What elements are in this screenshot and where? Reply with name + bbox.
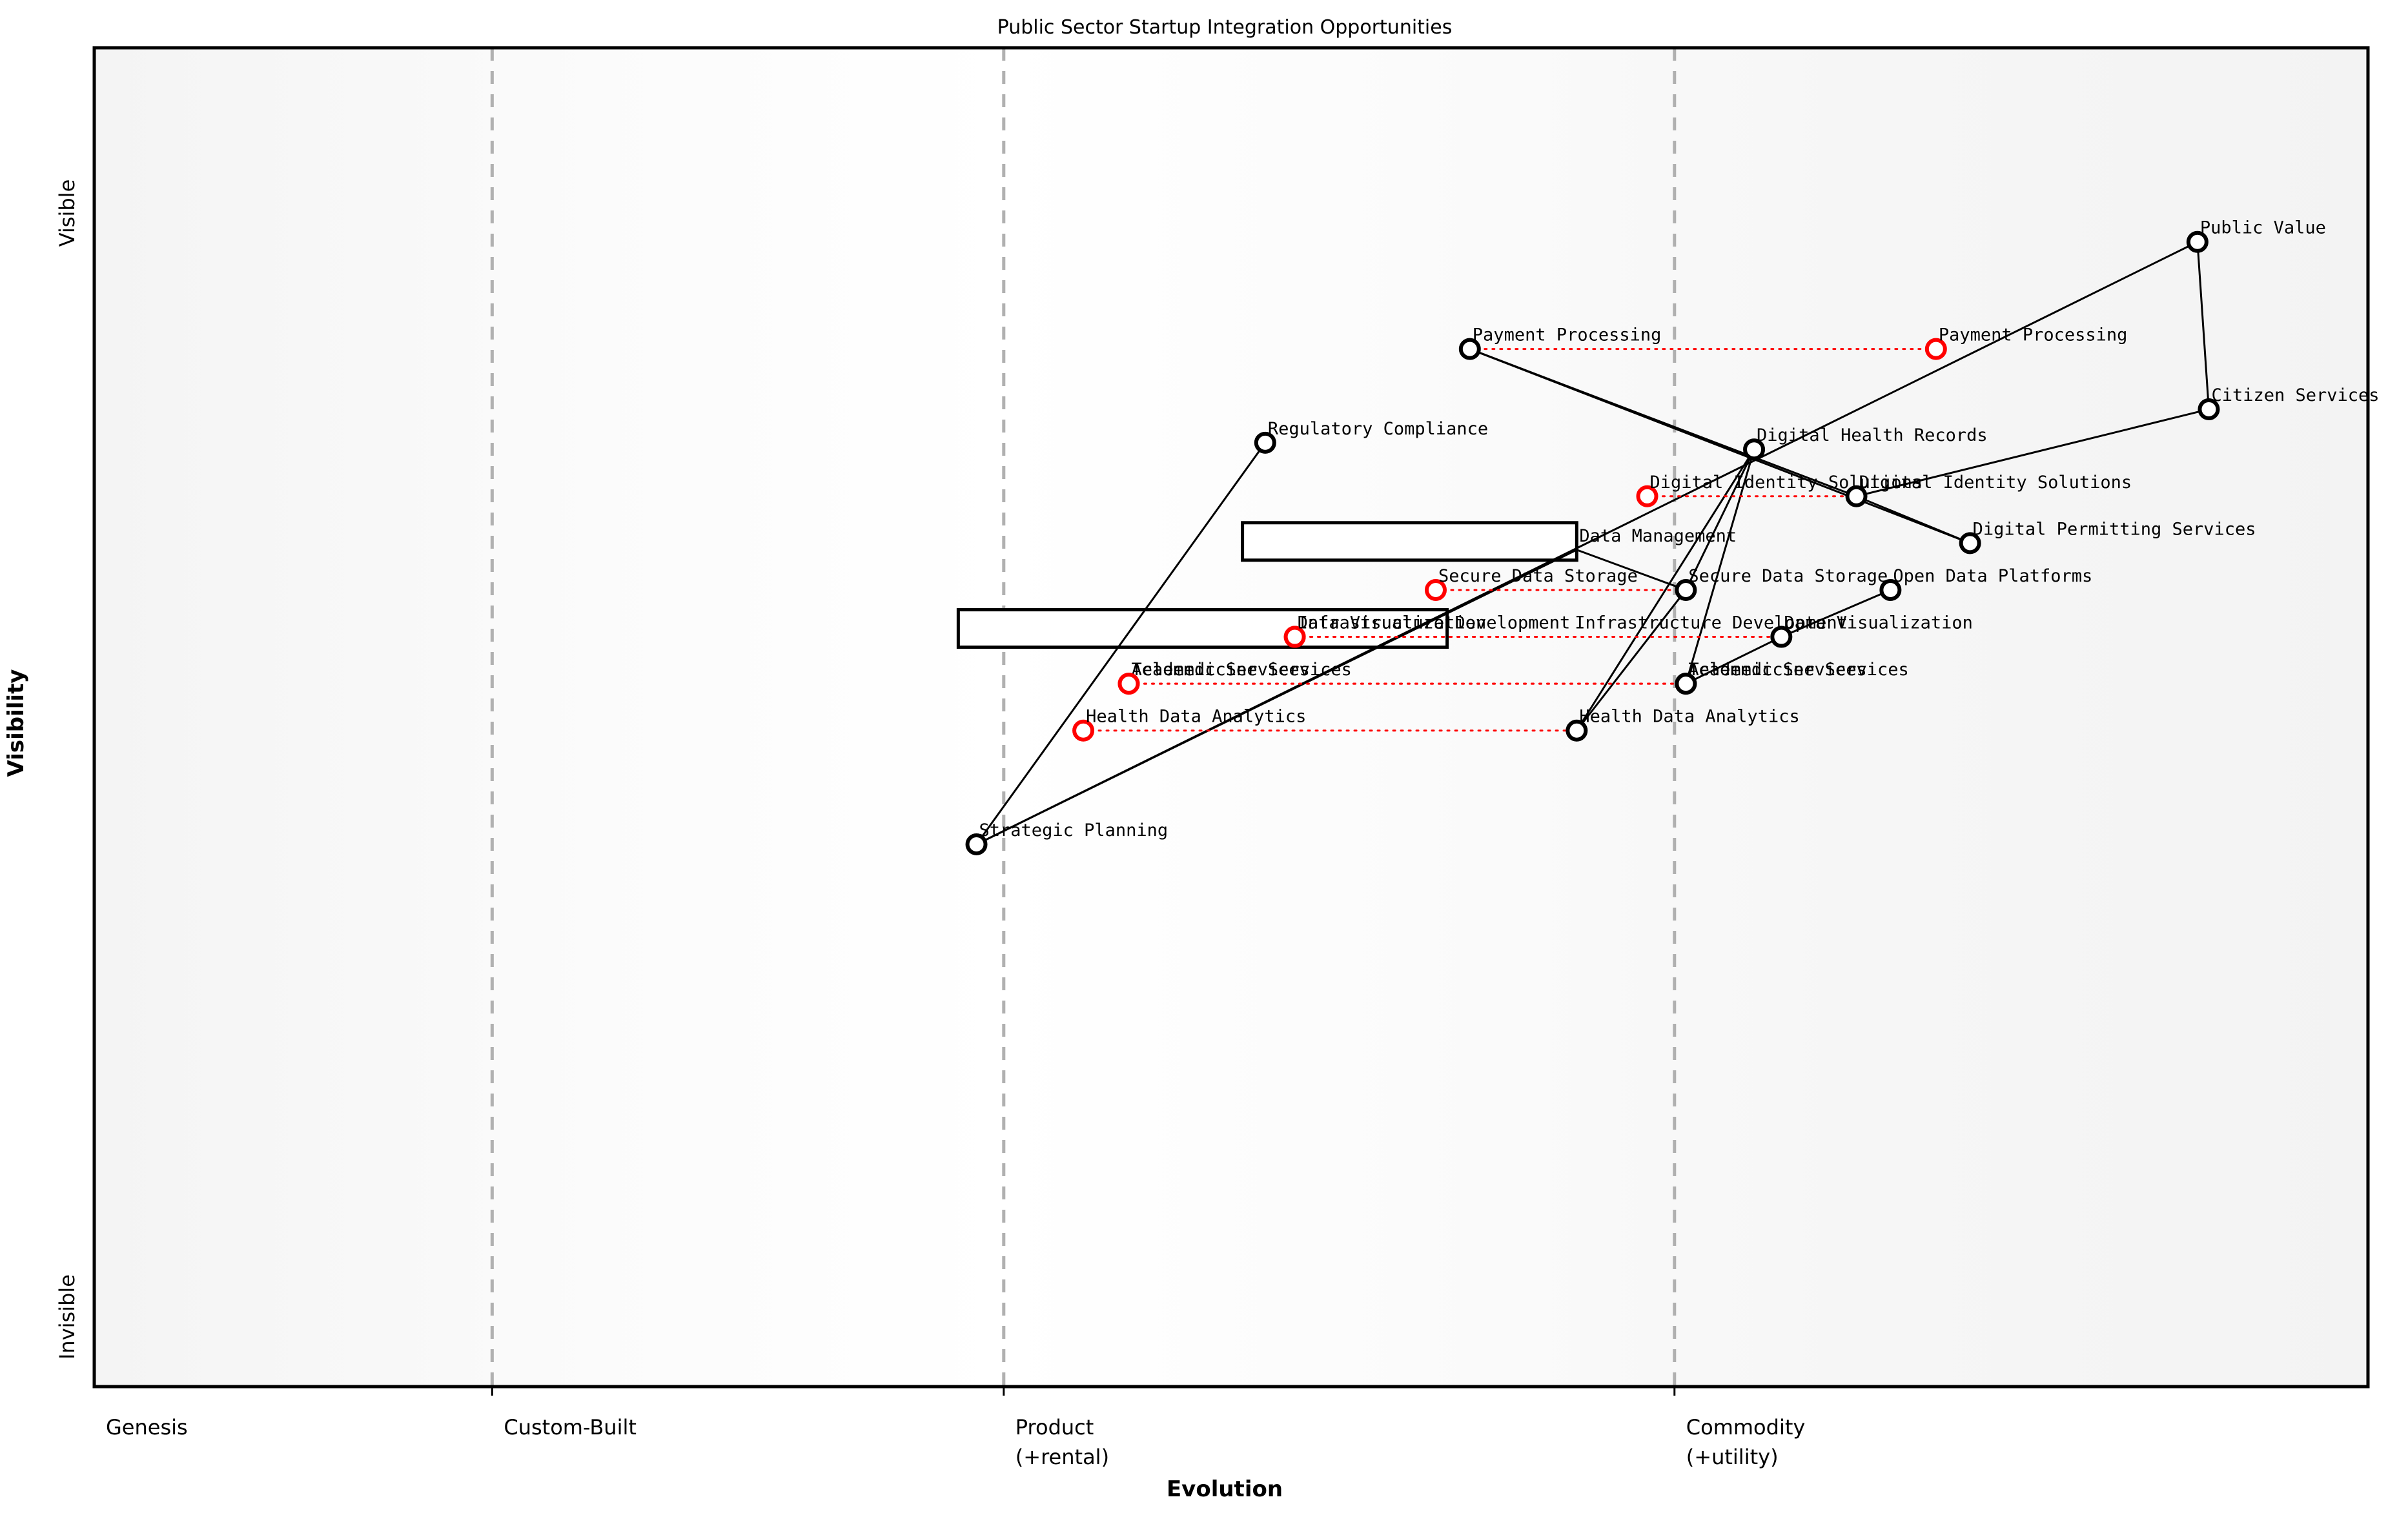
dependency-link [1856, 408, 2209, 498]
dependency-link [1780, 589, 1891, 638]
y-axis-bottom-label: Invisible [55, 1274, 79, 1359]
component-node[interactable]: Payment Processing [1458, 325, 1662, 360]
component-label: Health Data Analytics [1579, 707, 1799, 727]
component-label: Digital Permitting Services [1973, 519, 2256, 539]
current-node-marker[interactable] [1675, 578, 1697, 601]
dependency-link [975, 442, 1267, 845]
component-node[interactable]: Health Data Analytics [1072, 707, 1306, 742]
current-node-marker[interactable] [1845, 485, 1868, 507]
x-axis-stage-sublabel: (+utility) [1686, 1445, 1779, 1469]
component-label: Data Visualization [1298, 613, 1487, 633]
component-label: Academic Services [1132, 660, 1310, 680]
dependency-link [1576, 589, 1687, 731]
component-node[interactable]: Strategic Planning [965, 820, 1168, 856]
component-node[interactable]: Digital Permitting Services [1959, 519, 2256, 555]
evolved-node-marker[interactable] [1117, 673, 1140, 695]
component-label: Telemedicine Services [1688, 660, 1908, 680]
pipeline-label: Infrastructure Development [1575, 613, 1848, 633]
dependency-link [1576, 549, 1686, 591]
evolved-node-marker[interactable] [1283, 626, 1306, 648]
current-node-marker[interactable] [1675, 673, 1697, 695]
component-node[interactable]: Infrastructure Development [1283, 613, 1571, 648]
current-node-marker[interactable] [1959, 532, 1981, 555]
x-axis-title: Evolution [1167, 1476, 1283, 1502]
component-label: Digital Identity Solutions [1859, 473, 2132, 493]
dependency-link [1685, 449, 1755, 591]
component-node[interactable]: Telemedicine Services [1117, 660, 1352, 695]
component-node[interactable]: Citizen Services [2198, 385, 2380, 420]
component-node[interactable]: Open Data Platforms [1879, 566, 2092, 601]
component-node[interactable]: Public Value [2186, 218, 2326, 253]
component-label: Regulatory Compliance [1268, 419, 1488, 439]
current-node-marker[interactable] [1770, 626, 1793, 648]
dependency-link [1855, 495, 1971, 544]
current-node-marker[interactable] [1743, 438, 1766, 461]
component-label: Academic Services [1688, 660, 1866, 680]
x-axis-stage-label: Product [1015, 1415, 1094, 1440]
component-label: Secure Data Storage [1688, 566, 1888, 586]
component-node[interactable]: Payment Processing [1924, 325, 2128, 360]
evolution-arrows-layer [1082, 348, 1937, 732]
component-label: Open Data Platforms [1893, 566, 2092, 586]
x-axis-stage-label: Commodity [1686, 1415, 1806, 1440]
current-node-marker[interactable] [2186, 230, 2209, 253]
dependency-link [1684, 449, 1755, 684]
dependency-link [2196, 241, 2210, 410]
page-title: Public Sector Startup Integration Opport… [997, 16, 1453, 39]
plot-background [94, 48, 2368, 1387]
component-label: Health Data Analytics [1086, 707, 1306, 727]
current-node-marker[interactable] [1566, 719, 1588, 742]
x-axis-stage-label: Custom-Built [504, 1415, 637, 1440]
component-label: Payment Processing [1473, 325, 1662, 345]
component-label: Public Value [2200, 218, 2326, 238]
component-node[interactable]: Digital Identity Solutions [1845, 473, 2132, 507]
component-node[interactable]: Health Data Analytics [1566, 707, 1800, 742]
component-label: Digital Health Records [1757, 425, 1988, 445]
y-axis-top-label: Visible [55, 179, 79, 247]
component-node[interactable]: Secure Data Storage [1424, 566, 1638, 601]
component-node[interactable]: Telemedicine Services [1675, 660, 1909, 695]
current-node-marker[interactable] [1254, 431, 1276, 454]
component-label: Citizen Services [2211, 385, 2379, 405]
component-label: Payment Processing [1939, 325, 2128, 345]
pipeline-boxes-layer [956, 521, 1578, 649]
dependency-link [1685, 636, 1782, 685]
component-label: Infrastructure Development [1298, 613, 1571, 633]
x-axis-labels: Genesis Custom-Built Product (+rental) Commo… [106, 1415, 1805, 1469]
component-label: Secure Data Storage [1438, 566, 1638, 586]
component-node[interactable]: Secure Data Storage [1675, 566, 1888, 601]
current-node-marker[interactable] [1879, 578, 1902, 601]
evolved-node-marker[interactable] [1072, 719, 1095, 742]
pipeline-box [1241, 521, 1578, 562]
component-label: Telemedicine Services [1132, 660, 1352, 680]
component-node[interactable]: Regulatory Compliance [1254, 419, 1488, 454]
x-axis-stage-sublabel: (+rental) [1015, 1445, 1109, 1469]
evolved-node-marker[interactable] [1636, 485, 1658, 507]
component-label: Data Visualization [1784, 613, 1973, 633]
y-axis-title: Visibility [3, 669, 29, 777]
component-node[interactable]: Digital Health Records [1743, 425, 1988, 461]
pipeline-label: Data Management [1579, 526, 1737, 546]
current-node-marker[interactable] [2198, 398, 2220, 420]
component-label: Strategic Planning [979, 820, 1168, 840]
current-node-marker[interactable] [1458, 338, 1481, 360]
dependency-link [975, 549, 1578, 846]
component-label: Digital Identity Solutions [1650, 473, 1923, 493]
dependency-link [1469, 348, 1971, 544]
component-nodes-layer: Public Value Citizen Services Payment Proc… [965, 218, 2380, 856]
dependency-links-layer [975, 241, 2210, 846]
evolved-node-marker[interactable] [1424, 578, 1447, 601]
current-node-marker[interactable] [965, 833, 988, 856]
component-node[interactable]: Digital Identity Solutions [1636, 473, 1923, 507]
plot-frame [92, 46, 2370, 1389]
x-axis-stage-label: Genesis [106, 1415, 188, 1440]
evolved-node-marker[interactable] [1924, 338, 1947, 360]
component-node[interactable]: Data Visualization [1770, 613, 1973, 648]
